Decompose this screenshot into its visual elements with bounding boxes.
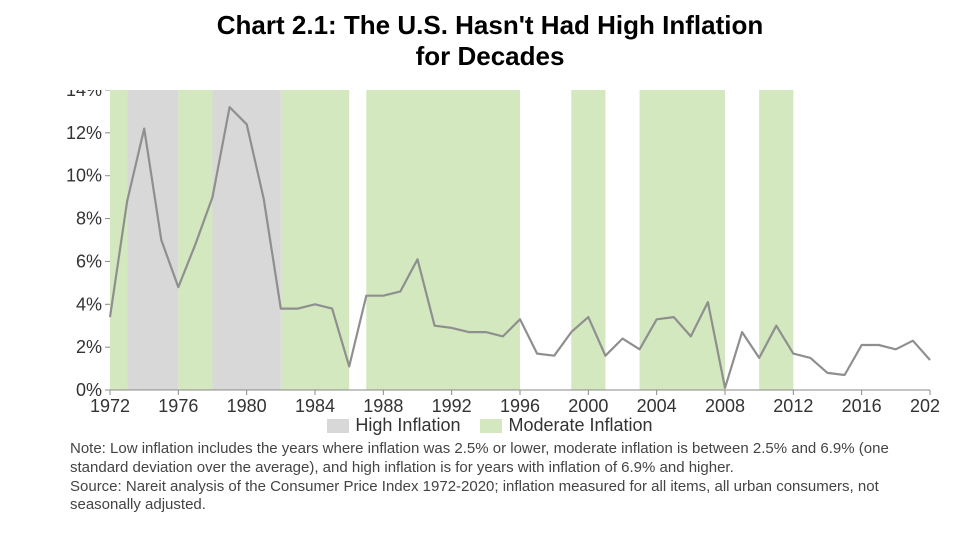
inflation-band — [178, 90, 212, 390]
y-tick-label: 12% — [66, 123, 102, 143]
chart-notes: Note: Low inflation includes the years w… — [70, 440, 940, 515]
y-tick-label: 14% — [66, 90, 102, 100]
y-tick-label: 2% — [76, 337, 102, 357]
legend-item: High Inflation — [327, 415, 460, 436]
y-tick-label: 4% — [76, 294, 102, 314]
inflation-band — [366, 90, 520, 390]
x-tick-label: 2000 — [568, 396, 608, 416]
source-text: Source: Nareit analysis of the Consumer … — [70, 478, 940, 516]
inflation-band — [110, 90, 127, 390]
x-tick-label: 2016 — [842, 396, 882, 416]
x-tick-label: 1976 — [158, 396, 198, 416]
x-tick-label: 1980 — [227, 396, 267, 416]
inflation-band — [127, 90, 178, 390]
x-tick-label: 1996 — [500, 396, 540, 416]
legend-swatch — [327, 419, 349, 433]
inflation-band — [281, 90, 349, 390]
note-text: Note: Low inflation includes the years w… — [70, 440, 940, 478]
x-tick-label: 2012 — [773, 396, 813, 416]
x-tick-label: 1984 — [295, 396, 335, 416]
chart-container: Chart 2.1: The U.S. Hasn't Had High Infl… — [0, 0, 980, 551]
legend-swatch — [480, 419, 502, 433]
legend-label: High Inflation — [355, 415, 460, 436]
title-line-2: for Decades — [0, 41, 980, 72]
x-tick-label: 1972 — [90, 396, 130, 416]
inflation-band — [640, 90, 725, 390]
x-tick-label: 2008 — [705, 396, 745, 416]
legend-label: Moderate Inflation — [508, 415, 652, 436]
chart-title: Chart 2.1: The U.S. Hasn't Had High Infl… — [0, 10, 980, 72]
legend-item: Moderate Inflation — [480, 415, 652, 436]
y-tick-label: 10% — [66, 166, 102, 186]
y-tick-label: 8% — [76, 209, 102, 229]
x-tick-label: 1988 — [363, 396, 403, 416]
title-line-1: Chart 2.1: The U.S. Hasn't Had High Infl… — [0, 10, 980, 41]
y-tick-label: 6% — [76, 251, 102, 271]
x-tick-label: 2004 — [637, 396, 677, 416]
legend: High Inflation Moderate Inflation — [0, 415, 980, 438]
plot-area: 0%2%4%6%8%10%12%14%197219761980198419881… — [110, 90, 930, 430]
x-tick-label: 2020 — [910, 396, 940, 416]
x-tick-label: 1992 — [432, 396, 472, 416]
